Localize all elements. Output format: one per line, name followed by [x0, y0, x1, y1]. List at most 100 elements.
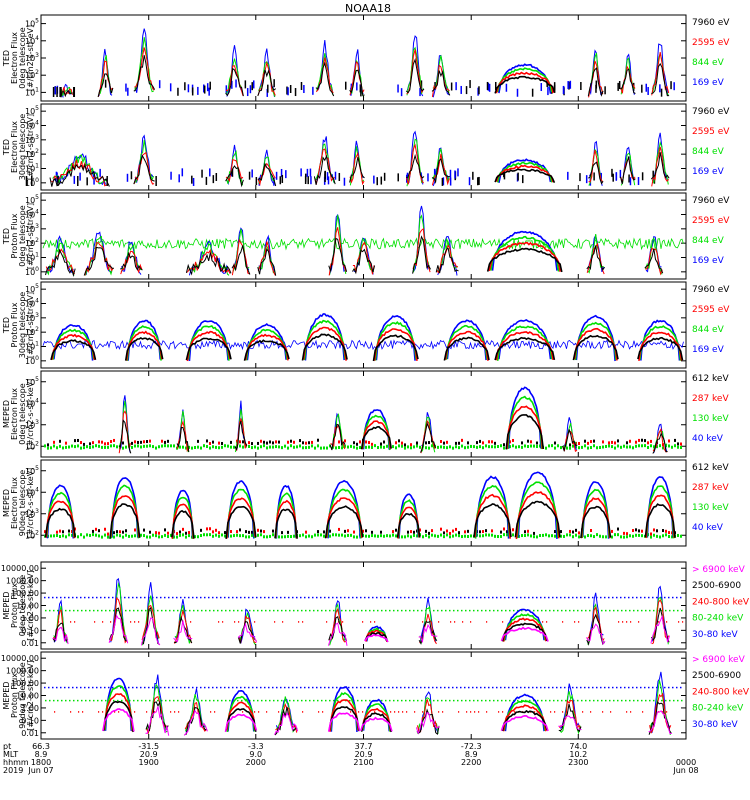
data-point — [156, 596, 158, 599]
panel-7: 0.010.101.0010.00100.001000.0010000.00ME… — [1, 561, 750, 650]
data-point — [605, 609, 607, 612]
data-point — [77, 176, 79, 186]
data-point — [204, 596, 206, 599]
data-point — [477, 609, 479, 612]
data-point — [357, 609, 359, 612]
data-point — [578, 531, 580, 535]
data-point — [395, 446, 397, 450]
data-point — [494, 441, 496, 445]
data-point — [575, 533, 577, 537]
data-point — [504, 596, 506, 599]
data-point — [482, 446, 484, 450]
series-line — [246, 323, 287, 361]
data-point — [407, 530, 409, 534]
data-point — [116, 530, 118, 534]
data-point — [569, 443, 571, 447]
data-point — [505, 83, 508, 92]
data-point — [410, 443, 412, 447]
data-point — [364, 596, 366, 599]
data-point — [365, 609, 367, 612]
data-point — [113, 535, 115, 539]
data-point — [224, 444, 226, 448]
data-point — [261, 609, 263, 612]
data-point — [614, 533, 616, 537]
series-line — [171, 509, 195, 539]
data-point — [680, 446, 682, 450]
data-point — [71, 444, 73, 448]
data-point — [325, 609, 327, 612]
series-line — [52, 626, 69, 645]
data-point — [563, 446, 565, 450]
data-point — [137, 444, 139, 448]
data-point — [128, 534, 130, 538]
data-point — [656, 686, 658, 689]
data-point — [437, 609, 439, 612]
data-point — [372, 686, 374, 689]
data-point — [317, 699, 319, 702]
data-point — [77, 438, 79, 442]
data-point — [73, 87, 76, 97]
data-point — [479, 439, 481, 443]
data-point — [397, 173, 399, 182]
series-line — [588, 149, 604, 183]
data-point — [488, 533, 490, 537]
data-point — [257, 609, 259, 612]
data-point — [416, 529, 418, 533]
data-point — [119, 530, 121, 534]
data-point — [455, 533, 457, 537]
series-line — [186, 248, 231, 274]
data-point — [638, 621, 640, 623]
series-line — [444, 330, 489, 361]
series-line — [575, 314, 616, 362]
data-point — [251, 530, 253, 534]
y-axis-label-line: 0deg telescope — [18, 27, 27, 88]
series-line — [50, 339, 97, 361]
data-point — [60, 596, 62, 599]
data-point — [673, 609, 675, 612]
series-line — [580, 497, 611, 539]
data-point — [273, 609, 275, 612]
x-tick-label: 8.9 — [35, 750, 48, 759]
data-point — [445, 609, 447, 612]
data-point — [81, 699, 83, 702]
data-point — [666, 621, 668, 623]
data-point — [240, 686, 242, 689]
data-point — [368, 596, 370, 599]
data-point — [493, 609, 495, 612]
data-point — [649, 699, 651, 702]
series-line — [375, 315, 416, 361]
data-point — [179, 445, 181, 449]
data-point — [279, 176, 282, 185]
data-point — [642, 711, 644, 713]
data-point — [401, 444, 403, 448]
data-point — [236, 533, 238, 537]
data-point — [209, 609, 211, 612]
data-point — [395, 528, 397, 532]
data-point — [104, 79, 107, 88]
data-point — [146, 440, 148, 444]
data-point — [140, 596, 142, 599]
data-point — [251, 169, 253, 178]
y-tick-label: 105 — [25, 465, 39, 476]
data-point — [324, 170, 327, 179]
data-point — [293, 445, 295, 449]
data-point — [57, 699, 59, 702]
data-point — [548, 444, 550, 448]
data-point — [433, 168, 436, 177]
data-point — [416, 444, 418, 448]
data-point — [215, 533, 217, 537]
data-point — [620, 596, 622, 599]
data-point — [102, 711, 104, 713]
data-point — [392, 445, 394, 449]
data-point — [84, 686, 86, 689]
data-point — [185, 699, 187, 702]
series-line — [406, 143, 424, 185]
data-point — [86, 445, 88, 449]
data-point — [632, 446, 634, 450]
series-line — [120, 251, 143, 271]
data-point — [155, 446, 157, 450]
data-point — [360, 596, 362, 599]
legend-entry: 80-240 keV — [692, 614, 744, 624]
data-point — [600, 686, 602, 689]
data-point — [449, 169, 452, 178]
